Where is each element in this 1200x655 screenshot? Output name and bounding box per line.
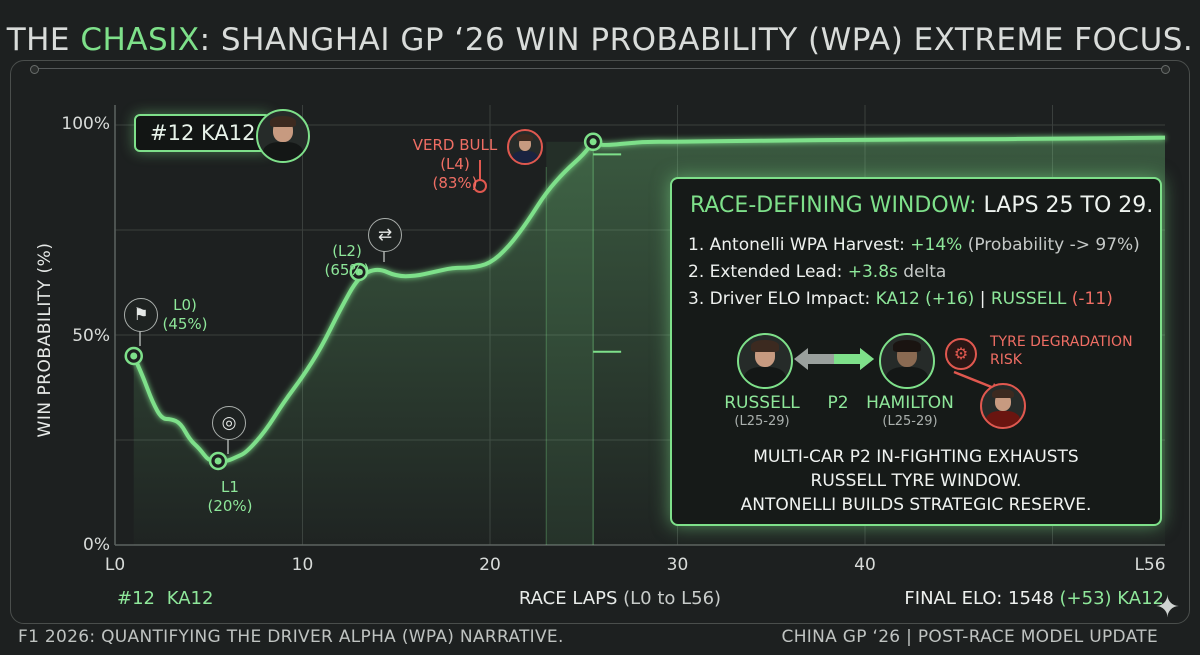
- final-elo: FINAL ELO: 1548 (+53) KA12: [904, 588, 1164, 609]
- marker-dot-L2: [355, 268, 363, 276]
- x-tick-30: 30: [666, 555, 689, 575]
- driver-tag: #12 KA12: [134, 114, 272, 152]
- x-axis-label: RACE LAPS (L0 to L56): [518, 588, 722, 609]
- tyre-warning-icon: ⚙: [945, 338, 977, 370]
- marker-l4: [473, 179, 487, 193]
- marker-dot-L1: [214, 457, 222, 465]
- x-tick-0: L0: [104, 555, 126, 575]
- x-tick-20: 20: [479, 555, 501, 575]
- marker-dot-peak: [589, 138, 597, 146]
- leclerc-avatar: [980, 383, 1026, 429]
- y-tick-100: 100%: [61, 114, 110, 134]
- win-probability-line: [131, 135, 1166, 463]
- battle-arrow-icon: [794, 348, 874, 370]
- annotation-l2: (L2) (65%): [324, 242, 370, 279]
- swap-icon: ⇄: [368, 218, 402, 252]
- annotation-l1: L1 (20%): [207, 478, 253, 515]
- wpa-harvest-line: 1. Antonelli WPA Harvest: +14% (Probabil…: [688, 235, 1140, 255]
- checkered-flag-icon: ⚑: [124, 298, 158, 332]
- y-tick-0: 0%: [83, 535, 110, 555]
- marker-dot-L0: [130, 352, 138, 360]
- footer-right: CHINA GP ‘26 | POST-RACE MODEL UPDATE: [781, 627, 1158, 647]
- panel-title: RACE-DEFINING WINDOW: LAPS 25 TO 29.: [690, 193, 1154, 218]
- x-tick-56: L56: [1134, 555, 1166, 575]
- x-tick-10: 10: [291, 555, 314, 575]
- hamilton-name: HAMILTON: [866, 393, 954, 413]
- x-tick-40: 40: [854, 555, 876, 575]
- hamilton-laps: (L25-29): [882, 414, 938, 429]
- annotation-l0: L0) (45%): [162, 296, 208, 333]
- y-tick-50: 50%: [72, 326, 110, 346]
- russell-avatar: [737, 333, 793, 389]
- footer-left: F1 2026: QUANTIFYING THE DRIVER ALPHA (W…: [18, 627, 564, 647]
- y-axis-label: WIN PROBABILITY (%): [35, 242, 55, 438]
- extended-lead-line: 2. Extended Lead: +3.8s delta: [688, 262, 947, 282]
- tyre-degradation-note: TYRE DEGRADATION RISK: [990, 334, 1133, 368]
- russell-name: RUSSELL: [724, 393, 800, 413]
- p2-label: P2: [827, 393, 849, 413]
- panel-summary: MULTI-CAR P2 IN-FIGHTING EXHAUSTS RUSSELL…: [740, 447, 1092, 515]
- tyre-icon: ◎: [212, 406, 246, 440]
- title-divider: [30, 65, 1170, 74]
- sparkle-icon: ✦: [1154, 590, 1180, 625]
- page-title: THE CHASIX: SHANGHAI GP ‘26 WIN PROBABIL…: [6, 22, 1194, 58]
- chart-frame: [10, 60, 1190, 624]
- annotation-l4: VERD BULL (L4) (83%): [412, 136, 498, 192]
- russell-laps: (L25-29): [734, 414, 790, 429]
- driver-tag-bottom: #12 KA12: [117, 588, 214, 609]
- antonelli-avatar: [256, 109, 310, 163]
- verstappen-avatar: [507, 129, 543, 165]
- elo-impact-line: 3. Driver ELO Impact: KA12 (+16) | RUSSE…: [688, 289, 1113, 309]
- hamilton-avatar: [879, 333, 935, 389]
